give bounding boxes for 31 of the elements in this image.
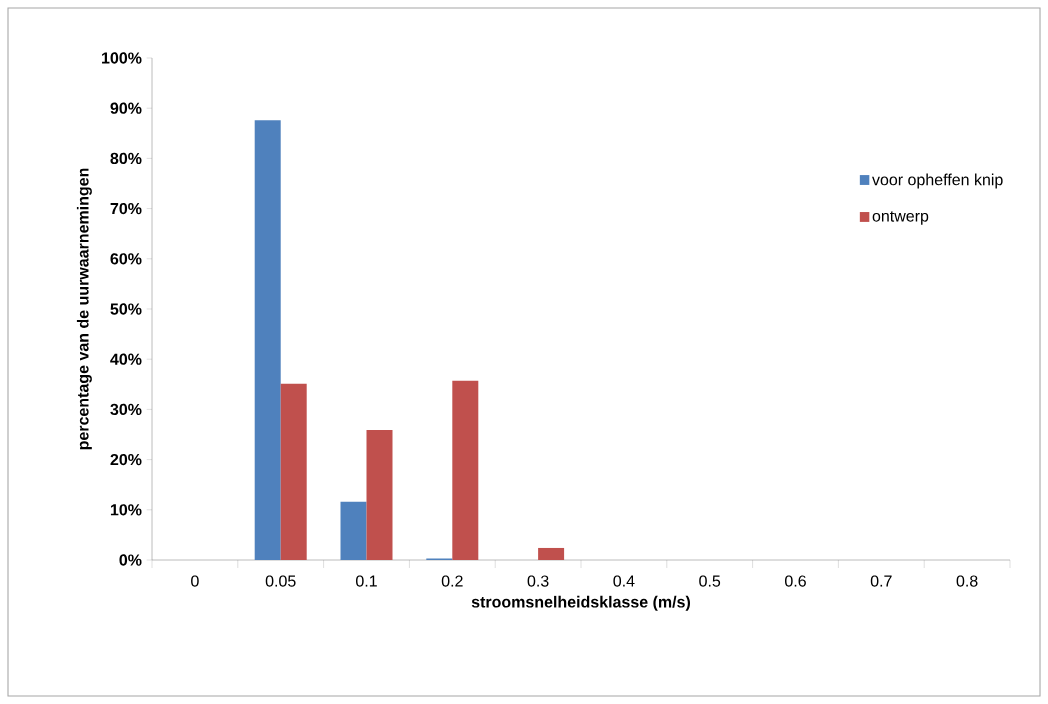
y-tick-label: 0% <box>119 554 142 566</box>
x-tick-label: 0.5 <box>699 575 721 587</box>
x-tick-label: 0.6 <box>785 575 806 587</box>
y-tick-label: 30% <box>110 403 142 416</box>
x-tick-label: 0.4 <box>613 575 635 587</box>
legend-label: ontwerp <box>872 211 929 225</box>
y-tick-label: 20% <box>110 453 142 466</box>
legend-label: voor opheffen knip <box>872 173 1003 189</box>
y-tick-label: 40% <box>110 353 142 365</box>
x-tick-label: 0.3 <box>527 575 549 587</box>
y-tick-label: 70% <box>110 202 142 215</box>
y-tick-label: 50% <box>110 303 142 315</box>
x-tick-label: 0.7 <box>870 575 892 587</box>
x-tick-label: 0.05 <box>265 575 296 587</box>
x-axis-title: stroomsnelheidsklasse (m/s) <box>471 595 691 611</box>
bar <box>254 120 281 560</box>
y-tick-label: 80% <box>110 152 142 165</box>
x-tick-label: 0.8 <box>956 575 978 587</box>
y-tick-label: 60% <box>110 253 142 265</box>
y-axis-title: percentage van de uurwaarnemingen <box>76 168 92 450</box>
bar <box>366 429 393 560</box>
x-tick-label: 0.2 <box>441 575 463 587</box>
x-tick-label: 0.1 <box>356 575 377 587</box>
y-tick-label: 90% <box>110 102 142 114</box>
bar <box>452 380 479 560</box>
y-tick-label: 100% <box>102 52 142 64</box>
bar <box>340 501 367 560</box>
y-tick-label: 10% <box>110 504 142 516</box>
x-tick-label: 0 <box>191 575 199 587</box>
bar <box>538 547 565 560</box>
bar <box>280 383 307 560</box>
